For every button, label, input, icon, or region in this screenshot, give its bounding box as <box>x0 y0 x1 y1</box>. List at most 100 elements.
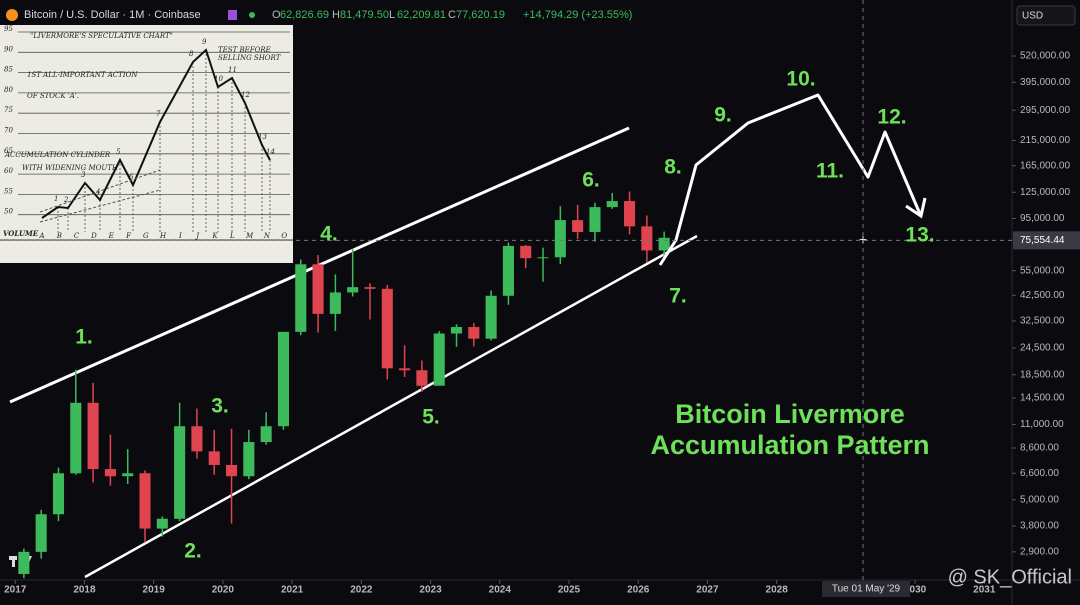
x-tick-label: 2022 <box>350 585 373 596</box>
sketch-point-label: 11 <box>228 66 237 74</box>
x-tick-label: 2020 <box>212 585 235 596</box>
y-tick-label: 125,000.00 <box>1020 187 1070 198</box>
candle-body <box>226 464 238 477</box>
candle-body <box>295 264 307 332</box>
currency-dropdown[interactable] <box>1016 5 1076 26</box>
sketch-note: OF STOCK 'A'. <box>27 92 79 100</box>
candle-body <box>537 257 549 259</box>
y-tick-label: 520,000.00 <box>1020 51 1070 62</box>
y-tick-label: 8,600.00 <box>1020 443 1059 454</box>
candle-body <box>658 237 670 251</box>
sketch-y-label: 50 <box>4 208 13 216</box>
candle-body <box>87 402 99 470</box>
y-tick-label: 395,000.00 <box>1020 77 1070 88</box>
candle-body <box>416 370 428 386</box>
x-tick-label: 2017 <box>4 585 27 596</box>
sketch-point-label: 8 <box>189 50 194 58</box>
y-tick-label: 95,000.00 <box>1020 213 1065 224</box>
sketch-x-label: H <box>159 232 167 240</box>
candle-body <box>243 442 255 477</box>
candle-body <box>589 207 601 232</box>
candle-body <box>70 402 82 474</box>
y-tick-label: 165,000.00 <box>1020 160 1070 171</box>
candle-body <box>208 451 220 465</box>
wave-label: 3. <box>211 395 229 418</box>
sketch-point-label: 7 <box>156 110 161 118</box>
x-tick-label: 2027 <box>696 585 719 596</box>
sketch-point-label: 9 <box>202 38 207 46</box>
currency-label[interactable]: USD <box>1022 11 1043 22</box>
crosshair-plus: + <box>859 231 867 247</box>
y-tick-label: 42,500.00 <box>1020 290 1065 301</box>
sketch-x-label: O <box>281 232 287 240</box>
candle-body <box>277 331 289 427</box>
sketch-y-label: 75 <box>4 106 13 114</box>
bitcoin-icon <box>6 9 18 21</box>
x-tick-label: 2026 <box>627 585 650 596</box>
y-tick-label: 6,600.00 <box>1020 468 1059 479</box>
sketch-y-label: 70 <box>4 127 13 135</box>
candle-body <box>174 426 186 519</box>
sketch-x-label: E <box>108 232 114 240</box>
candle-body <box>104 469 116 477</box>
candle-body <box>122 473 134 477</box>
sketch-x-label: D <box>90 232 97 240</box>
sketch-point-label: 4 <box>95 188 100 196</box>
candle-body <box>381 288 393 369</box>
wave-label: 12. <box>877 106 906 129</box>
wave-label: 2. <box>184 540 202 563</box>
headline: Bitcoin Livermore <box>675 399 905 429</box>
y-tick-label: 5,000.00 <box>1020 494 1059 505</box>
candle-body <box>191 426 203 452</box>
crosshair-date: Tue 01 May '29 <box>832 584 901 595</box>
ohlc-key: L <box>389 9 395 21</box>
candle-body <box>433 333 445 386</box>
x-tick-label: 2024 <box>489 585 512 596</box>
y-tick-label: 14,500.00 <box>1020 393 1065 404</box>
ohlc-value: 77,620.19 <box>456 9 505 21</box>
candle-body <box>485 295 497 339</box>
y-tick-label: 2,900.00 <box>1020 546 1059 557</box>
headline: Accumulation Pattern <box>650 430 929 460</box>
watermark: @ SK_Official <box>948 566 1072 588</box>
ohlc-key: H <box>332 9 340 21</box>
y-tick-label: 3,800.00 <box>1020 521 1059 532</box>
status-dot <box>249 12 255 18</box>
sketch-y-label: 65 <box>4 147 13 155</box>
ohlc-value: 81,479.50 <box>340 9 389 21</box>
candle-body <box>139 473 151 529</box>
sketch-x-label: I <box>178 232 182 240</box>
sketch-x-label: A <box>38 232 44 240</box>
sketch-volume: VOLUME <box>3 229 39 238</box>
y-tick-label: 215,000.00 <box>1020 135 1070 146</box>
sketch-y-label: 85 <box>4 66 13 74</box>
ohlc-key: O <box>272 9 281 21</box>
sketch-point-label: 14 <box>266 148 275 156</box>
sketch-x-label: M <box>245 232 254 240</box>
crosshair-price-bg <box>1013 231 1080 250</box>
wave-label: 11. <box>816 160 844 183</box>
sketch-x-label: N <box>263 232 271 240</box>
sketch-point-label: 10 <box>214 75 223 83</box>
candle-body <box>312 264 324 314</box>
x-tick-label: 2018 <box>73 585 96 596</box>
candle-body <box>572 220 584 232</box>
candle-body <box>156 518 168 529</box>
candle-body <box>520 245 532 259</box>
sketch-note: 1ST ALL-IMPORTANT ACTION <box>27 71 138 79</box>
wave-label: 5. <box>422 406 440 429</box>
crosshair-price: 75,554.44 <box>1020 235 1065 246</box>
x-tick-label: 2019 <box>143 585 166 596</box>
candle-body <box>641 226 653 251</box>
sketch-channel <box>39 189 161 223</box>
sketch-title: "LIVERMORE'S SPECULATIVE CHART" <box>30 32 173 40</box>
symbol-title: Bitcoin / U.S. Dollar · 1M · Coinbase <box>24 9 201 21</box>
sketch-y-label: 80 <box>4 86 13 94</box>
sketch-note: ACCUMULATION CYLINDER <box>4 151 111 159</box>
candle-body <box>260 426 272 443</box>
y-tick-label: 295,000.00 <box>1020 105 1070 116</box>
sketch-y-label: 55 <box>4 187 13 195</box>
candle-body <box>347 287 359 293</box>
sketch-point-label: 2 <box>63 196 69 204</box>
channel-lower <box>84 234 698 579</box>
